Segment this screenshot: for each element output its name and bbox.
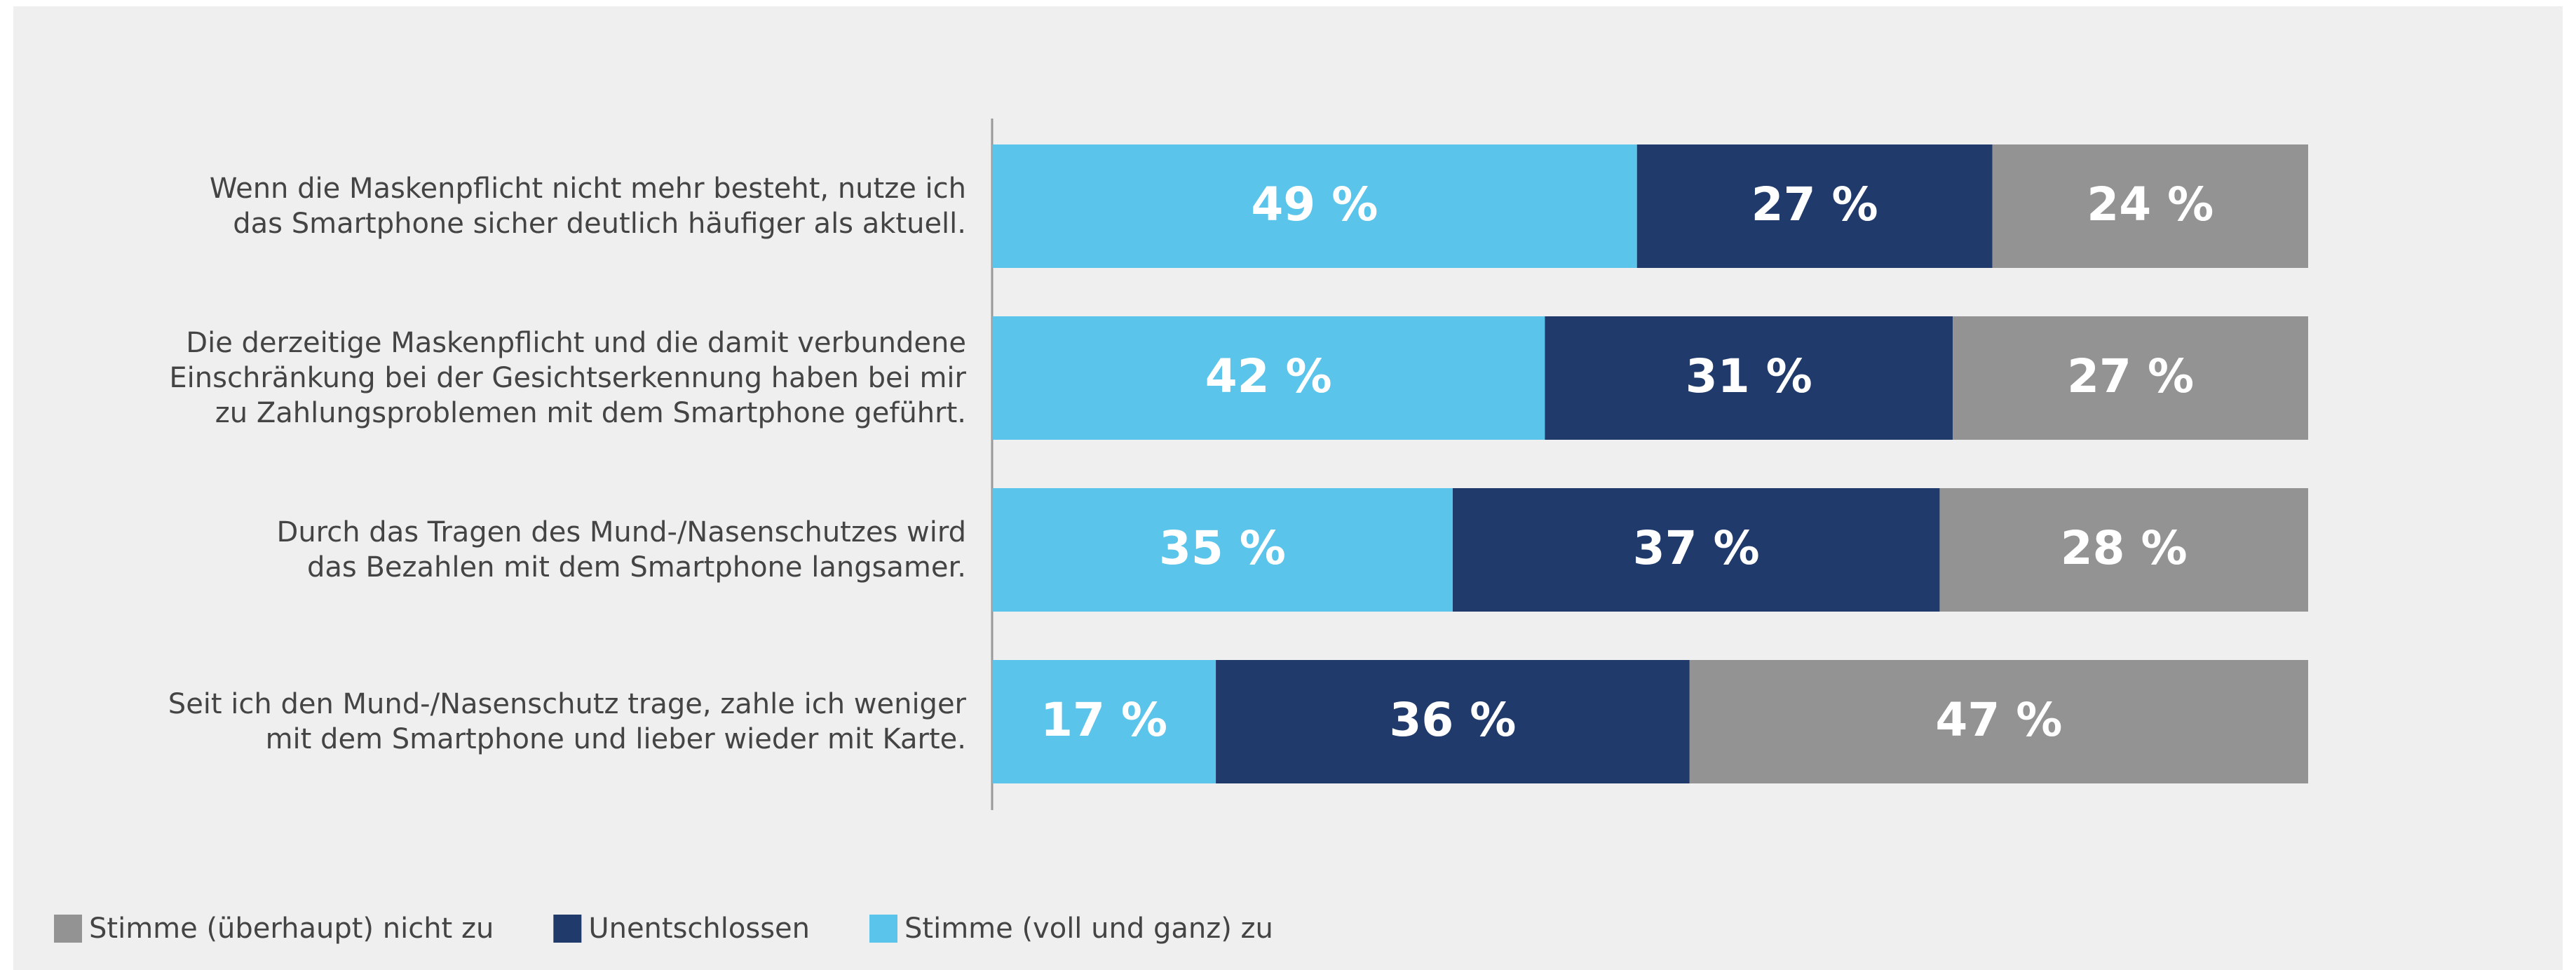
value-label: 49 % [1251, 177, 1378, 231]
value-label: 27 % [1751, 177, 1878, 231]
value-label: 35 % [1159, 521, 1286, 575]
bar-segment [1953, 316, 2308, 440]
category-label: Seit ich den Mund-/Nasenschutz trage, za… [168, 688, 966, 755]
value-label: 42 % [1205, 349, 1332, 403]
value-label: 17 % [1040, 693, 1167, 747]
legend-label: Stimme (überhaupt) nicht zu [89, 912, 494, 945]
category-label: Durch das Tragen des Mund-/Nasenschutzes… [276, 516, 966, 584]
bar-segment [1939, 488, 2308, 612]
legend-label: Stimme (voll und ganz) zu [904, 912, 1273, 945]
legend-swatch [553, 915, 582, 943]
bar-segment [1452, 488, 1940, 612]
bar-segment [1216, 660, 1690, 783]
value-label: 28 % [2061, 521, 2188, 575]
value-label: 37 % [1633, 521, 1760, 575]
bar-segment [992, 144, 1637, 268]
bar-segment [1689, 660, 2308, 783]
bar-segment [1636, 144, 1993, 268]
value-label: 24 % [2087, 177, 2214, 231]
bar-segment [992, 660, 1216, 783]
category-label: Wenn die Maskenpflicht nicht mehr besteh… [209, 173, 966, 240]
legend-swatch [869, 915, 897, 943]
value-label: 36 % [1389, 693, 1516, 747]
bar-segment [992, 316, 1545, 440]
bar-segment [992, 488, 1453, 612]
value-label: 31 % [1686, 349, 1812, 403]
bar-segment [1992, 144, 2308, 268]
bar-segment [1545, 316, 1953, 440]
value-label: 47 % [1935, 693, 2062, 747]
value-label: 27 % [2067, 349, 2194, 403]
category-label: Die derzeitige Maskenpflicht und die dam… [169, 327, 966, 429]
legend-swatch [54, 915, 82, 943]
legend-label: Unentschlossen [588, 912, 810, 945]
